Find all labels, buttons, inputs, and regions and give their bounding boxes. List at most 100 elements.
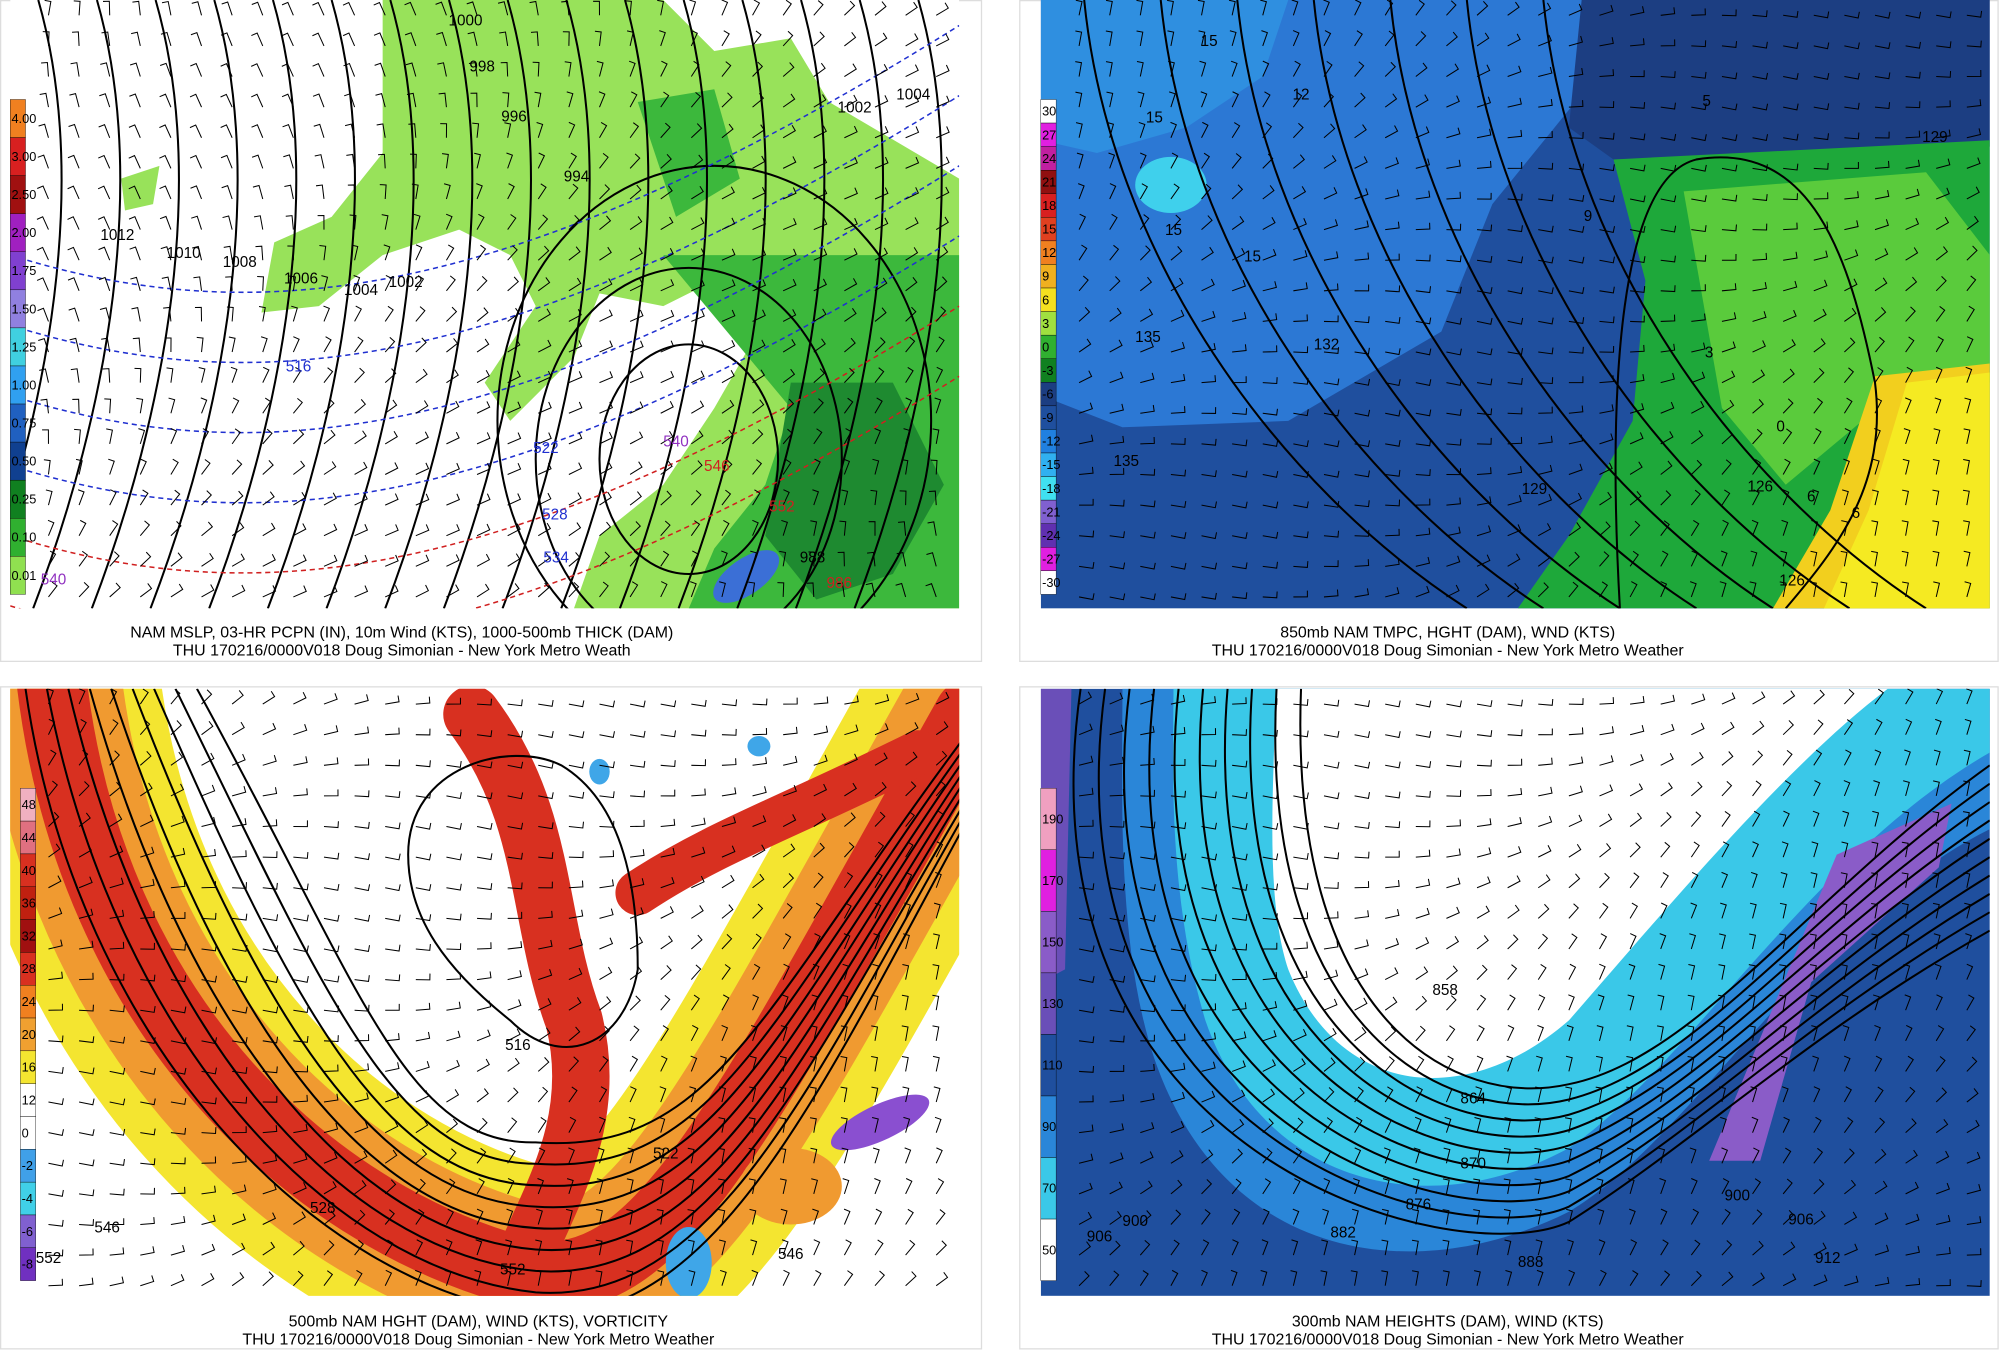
wind-barb [1721,72,1738,80]
wind-barb [1691,40,1707,48]
contour-label: 996 [501,108,527,125]
wind-barb [323,585,338,598]
wind-barb [415,431,429,445]
wind-barb [1660,71,1676,79]
wind-barb [1599,933,1608,950]
wind-barb [660,401,674,414]
wind-barb [1293,346,1309,354]
wind-barb [1446,555,1461,567]
wind-barb [78,1067,95,1075]
wind-barb [1292,91,1303,108]
wind-barb [507,761,524,769]
wind-barb [201,912,217,920]
wind-barb [721,429,734,445]
wind-barb [1109,467,1125,475]
wind-barb [781,519,789,536]
contour-label: 516 [286,358,312,375]
wind-barb [897,521,907,536]
wind-barb [1813,780,1821,797]
wind-barb [871,994,879,1011]
wind-barb [1385,409,1401,417]
wind-barb [1599,132,1615,140]
wind-barb [1627,994,1635,1011]
wind-barb [721,758,737,766]
wind-barb [813,458,821,475]
wind-barb [1262,1118,1274,1134]
wind-barb [1109,1065,1125,1072]
wind-barb [346,153,356,169]
wind-barb [232,785,247,797]
wind-barb [905,397,913,414]
wind-barb [1292,1208,1300,1225]
wind-barb [36,246,49,261]
wind-barb [1963,872,1971,888]
wind-barb [1170,1033,1186,1042]
wind-barb [627,1147,635,1164]
wind-barb [1691,195,1707,203]
wind-barb [1965,933,1972,950]
wind-barb [67,154,80,169]
wind-barb [1323,560,1339,568]
wind-barb [1109,435,1125,445]
wind-barb [1109,724,1124,736]
wind-barb [690,1055,698,1072]
wind-barb [293,1065,309,1073]
wind-barb [354,1239,364,1256]
wind-barb [1079,466,1094,475]
wind-barb [1752,810,1761,827]
wind-barb [1933,581,1941,598]
wind-barb [844,32,857,47]
wind-barb [1323,187,1338,200]
wind-barb [1507,407,1523,415]
wind-barb [315,184,325,200]
wind-barb [1385,761,1401,769]
wind-barb [170,552,183,567]
wind-barb [1599,195,1615,203]
wind-barb [170,428,178,445]
wind-barb [1322,1208,1330,1225]
wind-barb [534,91,542,108]
wind-barb [1170,914,1187,922]
wind-barb [568,121,576,138]
wind-barb [1109,403,1124,414]
wind-barb [128,215,141,230]
wind-barb [1660,460,1673,475]
wind-barb [1320,1270,1328,1286]
wind-barb [1534,1147,1542,1164]
wind-barb [1446,848,1461,858]
wind-barb [446,275,456,292]
wind-barb [1170,437,1186,445]
wind-barb [1871,933,1879,950]
thickness-line [10,95,960,364]
wind-barb [1691,134,1707,142]
wind-barb [1690,459,1703,475]
wind-barb [1690,1178,1698,1195]
wind-barb [926,552,937,567]
wind-barb [1599,551,1610,567]
wind-barb [160,31,172,47]
wind-barb [446,493,461,506]
wind-barb [109,877,124,889]
wind-barb [1936,70,1952,78]
wind-barb [1415,556,1431,567]
colorbar-label: 110 [1042,1058,1062,1073]
wind-barb [1075,61,1083,77]
wind-barb [323,725,339,736]
wind-barb [98,124,111,138]
wind-barb [1201,944,1217,952]
wind-barb [719,1269,727,1286]
wind-barb [109,941,125,950]
wind-barb [629,551,640,567]
wind-barb [927,521,937,536]
wind-barb [1446,159,1461,169]
wind-barb [1595,1117,1603,1133]
wind-barb [1874,1086,1884,1103]
wind-barb [1813,1086,1821,1103]
wind-barb [874,156,889,169]
wind-barb [230,366,238,383]
wind-barb [721,489,732,506]
wind-barb [1689,581,1697,598]
wind-barb [874,247,888,261]
wind-barb [201,881,217,889]
